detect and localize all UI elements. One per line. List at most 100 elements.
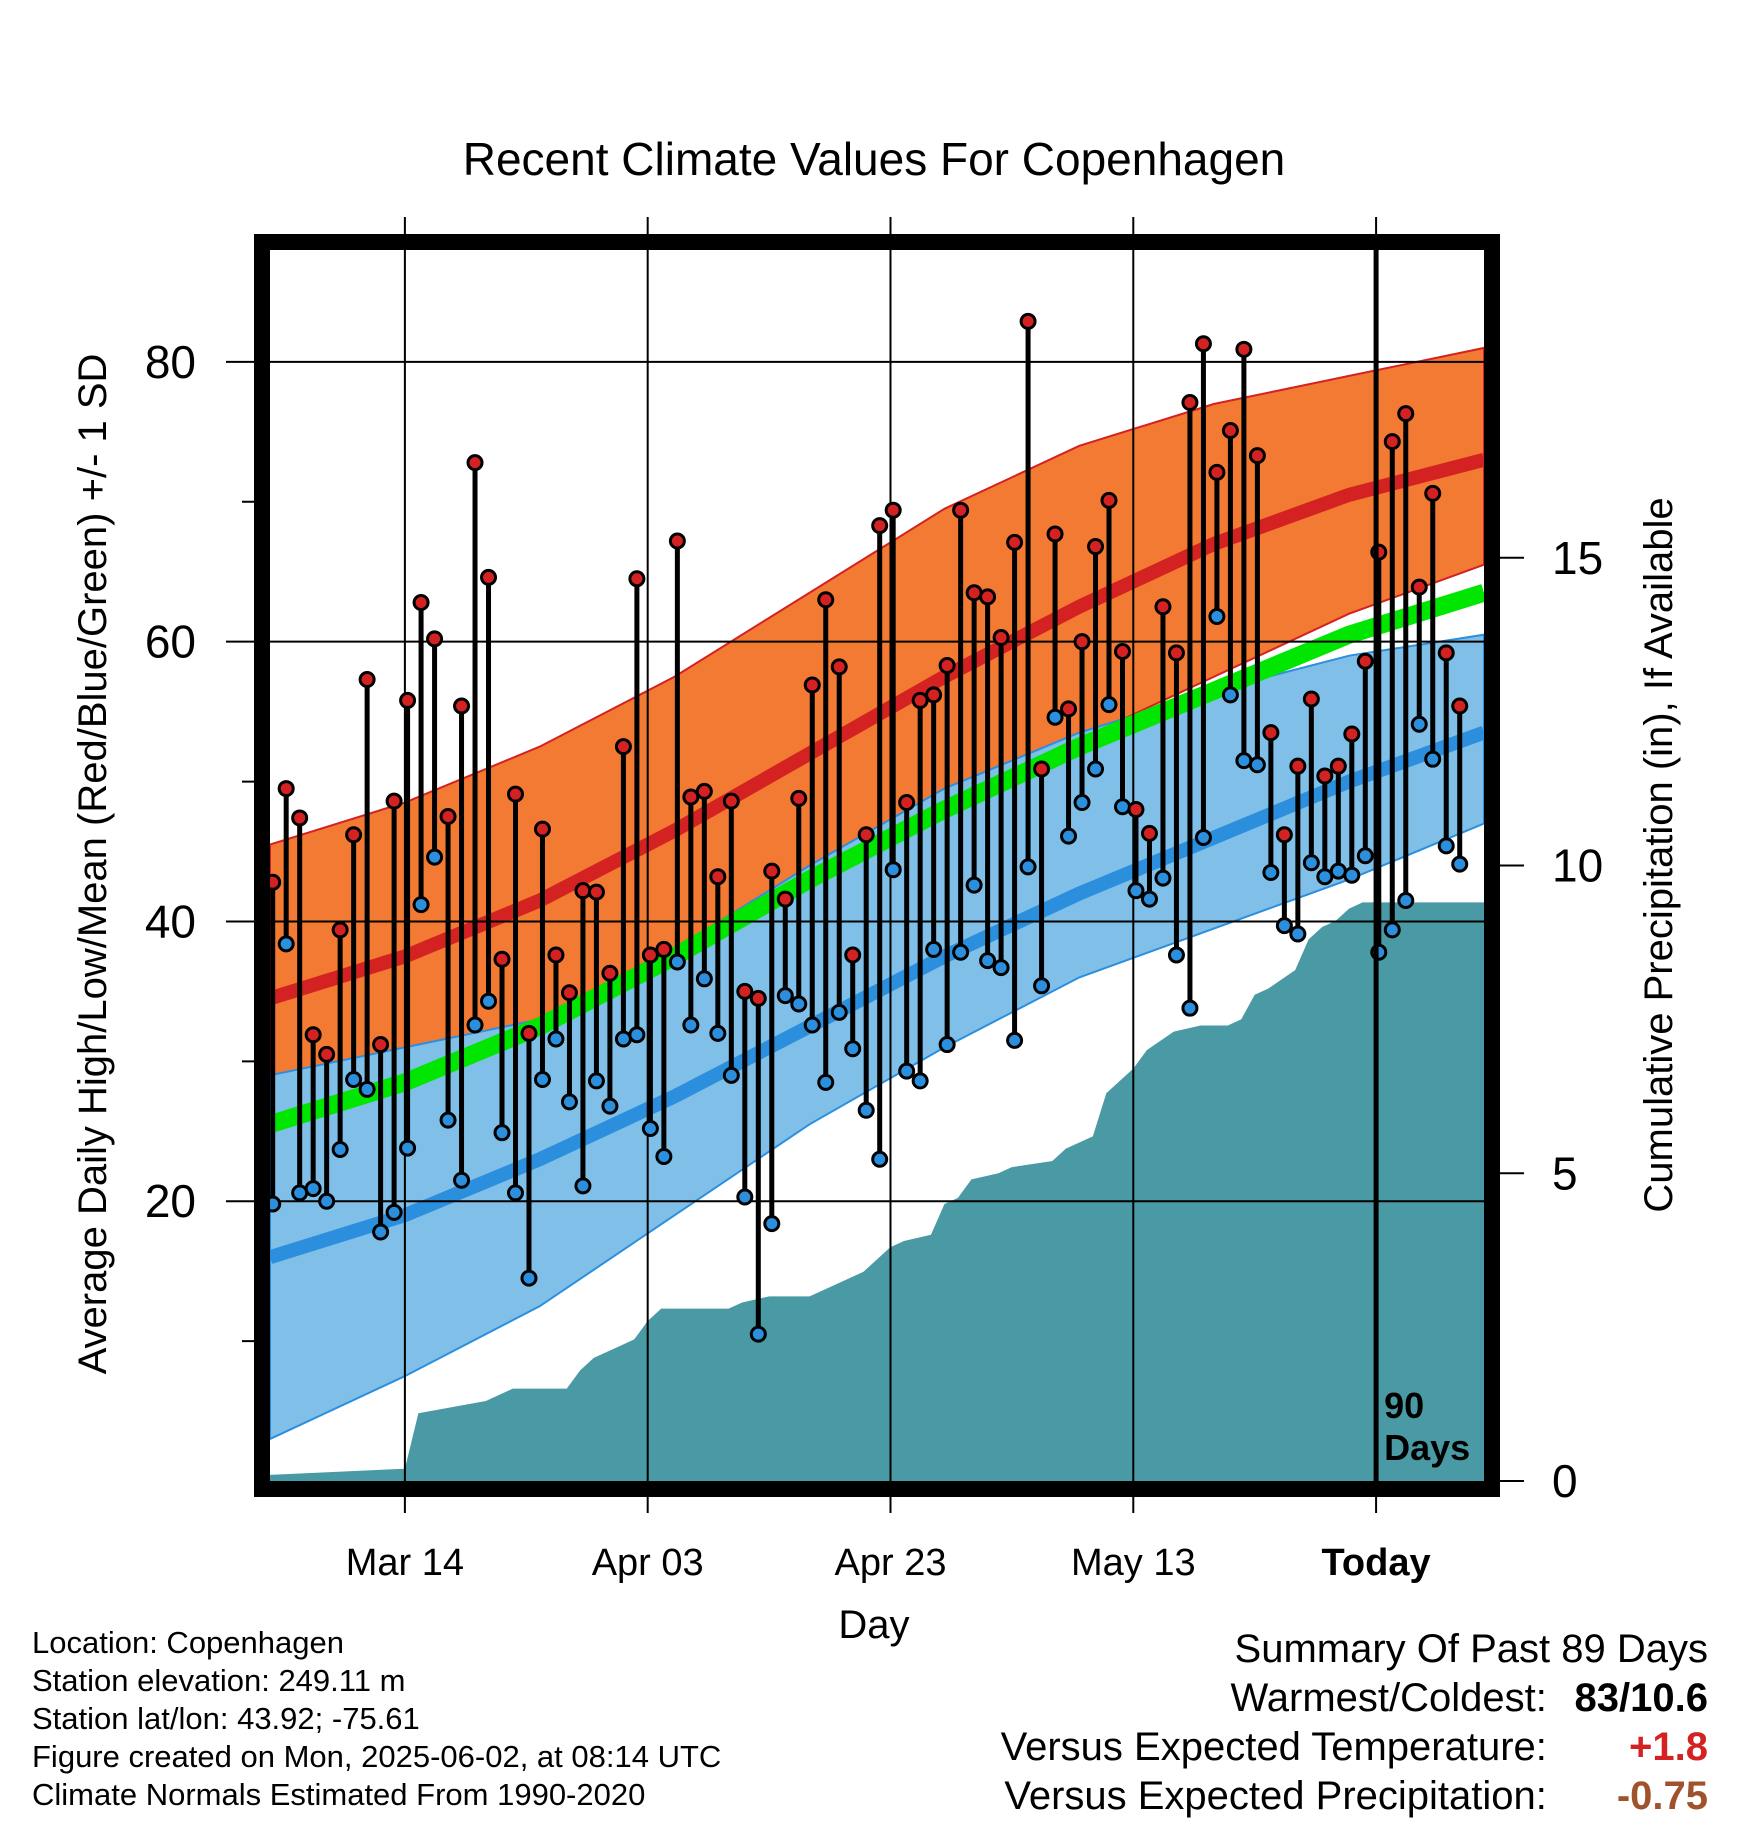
low-point (1154, 869, 1172, 887)
warm-cold-row: Warmest/Coldest: 83/10.6 (1001, 1674, 1709, 1723)
high-point (655, 940, 673, 958)
x-axis-label: Day (838, 1603, 909, 1647)
high-point (1343, 725, 1361, 743)
low-point (830, 1003, 848, 1021)
low-point (466, 1016, 484, 1034)
high-point (1302, 690, 1320, 708)
low-point (1033, 977, 1051, 995)
high-point (318, 1045, 336, 1063)
low-point (695, 970, 713, 988)
low-point (270, 1195, 282, 1213)
low-point (1208, 608, 1226, 626)
precip-label: Versus Expected Precipitation: (1004, 1774, 1547, 1818)
low-point (614, 1030, 632, 1048)
high-point (1033, 760, 1051, 778)
high-normal-line (270, 453, 1484, 1006)
high-point (291, 809, 309, 827)
precip-value: -0.75 (1616, 1774, 1708, 1818)
low-point (601, 1097, 619, 1115)
y2-axis-label: Cumulative Precipitation (in), If Availa… (1637, 497, 1681, 1212)
elevation-text: Station elevation: 249.11 m (32, 1663, 406, 1698)
low-point (736, 1188, 754, 1206)
high-point (1181, 393, 1199, 411)
low-point (817, 1073, 835, 1091)
low-point (668, 953, 686, 971)
temp-value: +1.8 (1629, 1725, 1708, 1769)
low-point (1087, 760, 1105, 778)
low-point (1046, 708, 1064, 726)
low-point (641, 1119, 659, 1137)
high-point (493, 950, 511, 968)
low-point (1221, 686, 1239, 704)
high-point (1451, 697, 1469, 715)
low-point (1262, 863, 1280, 881)
normals-text: Climate Normals Estimated From 1990-2020 (32, 1777, 646, 1812)
low-point (331, 1140, 349, 1158)
high-point (587, 883, 605, 901)
high-point (1275, 826, 1293, 844)
warm-cold-value: 83/10.6 (1574, 1676, 1708, 1720)
y-axis-label: Average Daily High/Low/Mean (Red/Blue/Gr… (71, 354, 115, 1375)
high-point (641, 946, 659, 964)
low-point (749, 1325, 767, 1343)
low-point (277, 935, 295, 953)
high-point (385, 792, 403, 810)
low-point (439, 1111, 457, 1129)
low-point (1410, 715, 1428, 733)
low-point (628, 1026, 646, 1044)
high-point (372, 1036, 390, 1054)
low-point (493, 1124, 511, 1142)
low-point (1316, 868, 1334, 886)
low-point (871, 1150, 889, 1168)
low-point (345, 1071, 363, 1089)
low-point (453, 1171, 471, 1189)
high-point (1437, 644, 1455, 662)
temp-row: Versus Expected Temperature: +1.8 (1001, 1723, 1708, 1772)
x-tick-label: May 13 (1071, 1542, 1196, 1584)
high-point (1316, 767, 1334, 785)
high-point (1060, 700, 1078, 718)
high-point (1397, 405, 1415, 423)
low-point (372, 1223, 390, 1241)
low-point (1451, 855, 1469, 873)
high-point (871, 517, 889, 535)
low-point (1006, 1031, 1024, 1049)
high-point (439, 808, 457, 826)
low-point (291, 1184, 309, 1202)
high-point (1087, 538, 1105, 556)
high-point (695, 782, 713, 800)
low-point (1437, 837, 1455, 855)
high-point (277, 780, 295, 798)
high-point (844, 946, 862, 964)
low-point (1424, 750, 1442, 768)
high-point (270, 873, 282, 891)
low-point (560, 1093, 578, 1111)
x-tick-label: Mar 14 (346, 1542, 464, 1584)
temp-label: Versus Expected Temperature: (1000, 1725, 1547, 1769)
high-point (466, 454, 484, 472)
low-point (776, 987, 794, 1005)
low-point (480, 992, 498, 1010)
low-point (992, 959, 1010, 977)
high-point (1167, 644, 1185, 662)
low-point (1073, 794, 1091, 812)
low-point (1356, 847, 1374, 865)
high-point (560, 984, 578, 1002)
high-point (399, 691, 417, 709)
latlon-text: Station lat/lon: 43.92; -75.61 (32, 1701, 420, 1736)
low-point (709, 1024, 727, 1042)
high-point (412, 594, 430, 612)
low-point (1167, 946, 1185, 964)
low-point (722, 1066, 740, 1084)
low-point (399, 1139, 417, 1157)
high-point (628, 570, 646, 588)
high-point (1383, 433, 1401, 451)
low-point (857, 1101, 875, 1119)
low-point (1019, 858, 1037, 876)
high-point (790, 789, 808, 807)
high-point (574, 882, 592, 900)
low-point (925, 940, 943, 958)
high-point (1006, 533, 1024, 551)
plot-content (270, 250, 1484, 1481)
